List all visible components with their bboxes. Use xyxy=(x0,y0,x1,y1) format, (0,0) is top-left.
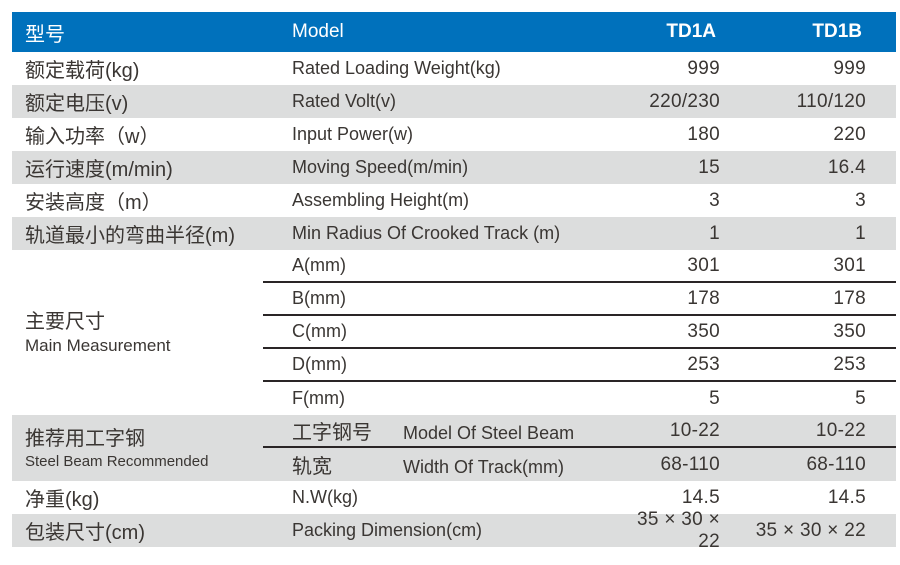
header-model-en: Model xyxy=(292,21,344,42)
row-value-td1b: 35 × 30 × 22 xyxy=(755,519,866,541)
main-measurement-group: 主要尺寸 Main Measurement A(mm) 301 301 B(mm… xyxy=(12,250,896,415)
header-col-td1a: TD1A xyxy=(666,21,716,42)
row-value-td1a: 180 xyxy=(687,123,720,145)
table-header-row: 型号 Model TD1A TD1B xyxy=(12,12,896,52)
table-row-rated-volt: 额定电压(v) Rated Volt(v) 220/230 110/120 xyxy=(12,85,896,118)
row-value-td1a: 999 xyxy=(687,57,720,79)
steel-beam-rows: 工字钢号 Model Of Steel Beam 10-22 10-22 轨宽 Wi… xyxy=(263,415,896,481)
subrow-value-td1a: 178 xyxy=(687,287,720,309)
table-row-min-radius: 轨道最小的弯曲半径(m) Min Radius Of Crooked Track… xyxy=(12,217,896,250)
row-value-td1b: 1 xyxy=(855,222,866,244)
table-subrow-a: A(mm) 301 301 xyxy=(263,250,896,283)
spec-table: 型号 Model TD1A TD1B 额定载荷(kg) Rated Loadin… xyxy=(12,12,896,552)
row-value-td1a: 15 xyxy=(698,156,720,178)
subrow-label-cn: 轨宽 xyxy=(292,456,332,478)
main-measurement-rows: A(mm) 301 301 B(mm) 178 178 C(mm) 350 35… xyxy=(263,250,896,415)
table-subrow-c: C(mm) 350 350 xyxy=(263,316,896,349)
row-value-td1b: 16.4 xyxy=(827,156,866,178)
subrow-label-cn: 工字钢号 xyxy=(292,422,372,444)
table-subrow-steel-beam-model: 工字钢号 Model Of Steel Beam 10-22 10-22 xyxy=(263,415,896,448)
row-label-cn: 运行速度(m/min) xyxy=(25,159,173,181)
table-row-packing-dimension: 包装尺寸(cm) Packing Dimension(cm) 35 × 30 ×… xyxy=(12,509,896,552)
table-subrow-b: B(mm) 178 178 xyxy=(263,283,896,316)
subrow-value-td1b: 253 xyxy=(833,353,866,375)
row-label-en: Rated Loading Weight(kg) xyxy=(292,58,501,78)
row-value-td1a: 14.5 xyxy=(681,486,720,508)
row-label-en: Input Power(w) xyxy=(292,124,414,144)
group-label-en: Steel Beam Recommended xyxy=(25,452,209,470)
table-subrow-f: F(mm) 5 5 xyxy=(263,382,896,415)
subrow-value-td1b: 68-110 xyxy=(806,453,866,475)
subrow-label: D(mm) xyxy=(292,354,347,374)
group-label-en: Main Measurement xyxy=(25,335,171,355)
header-col-td1b: TD1B xyxy=(812,21,862,42)
table-row-net-weight: 净重(kg) N.W(kg) 14.5 14.5 xyxy=(12,481,896,514)
subrow-label: C(mm) xyxy=(292,321,347,341)
row-value-td1a: 1 xyxy=(709,222,720,244)
row-value-td1b: 14.5 xyxy=(827,486,866,508)
row-label-cn: 输入功率（w） xyxy=(25,126,160,148)
table-subrow-track-width: 轨宽 Width Of Track(mm) 68-110 68-110 xyxy=(263,448,896,481)
table-subrow-d: D(mm) 253 253 xyxy=(263,349,896,382)
row-value-td1b: 999 xyxy=(833,57,866,79)
table-row-rated-loading-weight: 额定载荷(kg) Rated Loading Weight(kg) 999 99… xyxy=(12,52,896,85)
table-row-assembling-height: 安装高度（m） Assembling Height(m) 3 3 xyxy=(12,184,896,217)
subrow-label: 工字钢号 Model Of Steel Beam xyxy=(263,416,610,445)
row-label-cn: 包装尺寸(cm) xyxy=(25,522,145,544)
row-label-en: Packing Dimension(cm) xyxy=(292,520,483,540)
subrow-label: 轨宽 Width Of Track(mm) xyxy=(263,450,610,479)
steel-beam-label: 推荐用工字钢 Steel Beam Recommended xyxy=(12,415,263,481)
steel-beam-group: 推荐用工字钢 Steel Beam Recommended 工字钢号 Model … xyxy=(12,415,896,481)
row-label-cn: 额定载荷(kg) xyxy=(25,60,140,82)
subrow-value-td1a: 253 xyxy=(687,353,720,375)
row-label-cn: 轨道最小的弯曲半径(m) xyxy=(25,225,235,247)
row-label-en: Min Radius Of Crooked Track (m) xyxy=(292,223,561,243)
row-value-td1b: 110/120 xyxy=(796,90,866,112)
subrow-label-en: Width Of Track(mm) xyxy=(403,457,564,477)
subrow-value-td1b: 301 xyxy=(833,254,866,276)
row-label-en: Rated Volt(v) xyxy=(292,91,397,111)
row-value-td1b: 3 xyxy=(855,189,866,211)
row-label-cn: 额定电压(v) xyxy=(25,93,129,115)
row-label-en: Moving Speed(m/min) xyxy=(292,157,469,177)
main-measurement-label: 主要尺寸 Main Measurement xyxy=(12,250,263,415)
table-row-moving-speed: 运行速度(m/min) Moving Speed(m/min) 15 16.4 xyxy=(12,151,896,184)
subrow-value-td1b: 5 xyxy=(855,387,866,409)
subrow-value-td1b: 178 xyxy=(833,287,866,309)
subrow-label: B(mm) xyxy=(292,288,346,308)
table-row-input-power: 输入功率（w） Input Power(w) 180 220 xyxy=(12,118,896,151)
row-value-td1a: 220/230 xyxy=(649,90,720,112)
subrow-value-td1b: 10-22 xyxy=(815,419,866,441)
subrow-label-en: Model Of Steel Beam xyxy=(403,423,575,443)
row-value-td1a: 35 × 30 × 22 xyxy=(637,508,720,552)
subrow-value-td1a: 301 xyxy=(687,254,720,276)
group-label-cn: 推荐用工字钢 xyxy=(25,427,145,450)
subrow-value-td1b: 350 xyxy=(833,320,866,342)
row-value-td1b: 220 xyxy=(833,123,866,145)
row-label-en: N.W(kg) xyxy=(292,487,358,507)
subrow-label: A(mm) xyxy=(292,255,346,275)
row-label-cn: 安装高度（m） xyxy=(25,192,162,214)
row-label-en: Assembling Height(m) xyxy=(292,190,470,210)
subrow-value-td1a: 68-110 xyxy=(660,453,720,475)
subrow-value-td1a: 5 xyxy=(709,387,720,409)
row-value-td1a: 3 xyxy=(709,189,720,211)
subrow-label: F(mm) xyxy=(292,388,345,408)
group-label-cn: 主要尺寸 xyxy=(25,310,105,333)
row-label-cn: 净重(kg) xyxy=(25,489,100,511)
subrow-value-td1a: 350 xyxy=(687,320,720,342)
subrow-value-td1a: 10-22 xyxy=(669,419,720,441)
header-model-cn: 型号 xyxy=(25,23,65,46)
